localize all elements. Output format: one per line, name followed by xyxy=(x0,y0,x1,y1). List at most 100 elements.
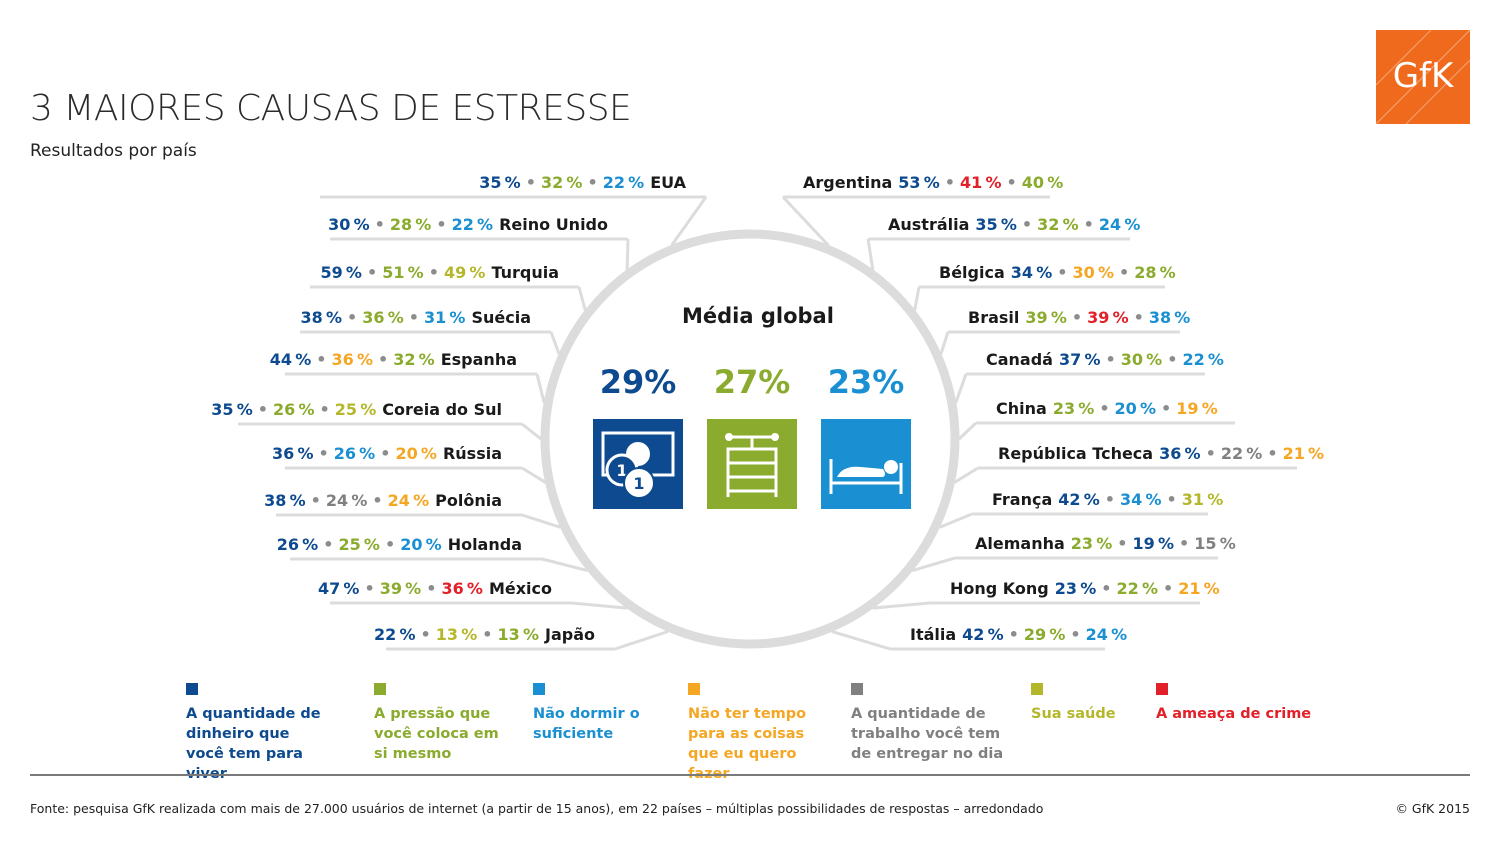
country-name: Austrália xyxy=(888,215,970,234)
country-name: Itália xyxy=(910,625,957,644)
value-pressure: 40 % xyxy=(1021,173,1064,192)
connector-spoke xyxy=(577,286,587,311)
legend-label: Sua saúde xyxy=(1031,706,1116,722)
value-pressure: 13 % xyxy=(497,625,540,644)
connector-spoke xyxy=(614,629,669,651)
separator-dot: • xyxy=(1070,625,1081,644)
legend-swatch xyxy=(851,683,863,695)
value-sleep: 20 % xyxy=(1114,399,1157,418)
separator-dot: • xyxy=(366,263,378,282)
legend-item-health: Sua saúde xyxy=(1031,683,1141,724)
source-note: Fonte: pesquisa GfK realizada com mais d… xyxy=(30,801,1044,816)
value-work: 15 % xyxy=(1194,534,1236,553)
value-pressure: 32 % xyxy=(540,173,583,192)
footer-divider xyxy=(30,774,1470,776)
separator-dot: • xyxy=(525,173,536,192)
value-health: 49 % xyxy=(443,263,486,282)
value-health: 13 % xyxy=(435,625,478,644)
country-name: China xyxy=(996,399,1047,418)
country-name: Rússia xyxy=(442,444,502,463)
value-sleep: 22 % xyxy=(451,215,494,234)
country-argentina: Argentina 53 % • 41 % • 40 % xyxy=(803,173,1063,192)
gfk-logo: GfK xyxy=(1376,30,1470,124)
country-china: China 23 % • 20 % • 19 % xyxy=(996,399,1218,418)
value-money: 44 % xyxy=(269,350,312,369)
separator-dot: • xyxy=(1057,263,1068,282)
separator-dot: • xyxy=(420,625,431,644)
separator-dot: • xyxy=(1117,534,1128,553)
value-work: 24 % xyxy=(325,491,368,510)
separator-dot: • xyxy=(944,173,956,192)
connector-spoke xyxy=(781,195,830,247)
country-japão: 22 % • 13 % • 13 % Japão xyxy=(374,625,595,644)
legend-swatch xyxy=(186,683,198,695)
country-brasil: Brasil 39 % • 39 % • 38 % xyxy=(968,308,1190,327)
country-eua: 35 % • 32 % • 22 % EUA xyxy=(479,173,686,192)
country-austrália: Austrália 35 % • 32 % • 24 % xyxy=(888,215,1140,234)
separator-dot: • xyxy=(1006,173,1017,192)
value-money: 42 % xyxy=(1058,490,1100,509)
legend-swatch xyxy=(1156,683,1168,695)
value-money: 23 % xyxy=(1054,579,1097,598)
value-money: 35 % xyxy=(975,215,1017,234)
country-espanha: 44 % • 36 % • 32 % Espanha xyxy=(270,350,517,369)
value-crime: 39 % xyxy=(1087,308,1129,327)
legend-item-work: A quantidade de trabalho você tem de ent… xyxy=(851,683,1021,764)
country-name: Canadá xyxy=(986,350,1053,369)
connector-spoke xyxy=(541,557,588,572)
value-money: 38 % xyxy=(264,491,306,510)
value-pressure: 26 % xyxy=(273,400,315,419)
page-title: 3 MAIORES CAUSAS DE ESTRESSE xyxy=(30,88,632,129)
separator-dot: • xyxy=(257,400,269,419)
country-coreia-do-sul: 35 % • 26 % • 25 % Coreia do Sul xyxy=(211,400,502,419)
legend-swatch xyxy=(688,683,700,695)
separator-dot: • xyxy=(1008,625,1019,644)
country-alemanha: Alemanha 23 % • 19 % • 15 % xyxy=(975,534,1236,553)
separator-dot: • xyxy=(1071,308,1083,327)
value-time: 20 % xyxy=(395,444,437,463)
value-money: 30 % xyxy=(328,215,370,234)
separator-dot: • xyxy=(323,535,334,554)
country-turquia: 59 % • 51 % • 49 % Turquia xyxy=(320,263,559,282)
separator-dot: • xyxy=(1162,579,1174,598)
value-crime: 41 % xyxy=(960,173,1002,192)
country-name: Coreia do Sul xyxy=(382,400,502,419)
global-average-pressure-value: 27% xyxy=(713,363,791,401)
value-money: 59 % xyxy=(320,263,362,282)
separator-dot: • xyxy=(428,263,439,282)
connector-spoke xyxy=(866,238,875,271)
separator-dot: • xyxy=(1083,215,1094,234)
value-time: 19 % xyxy=(1176,399,1218,418)
connector-spoke xyxy=(872,601,931,610)
country-name: Japão xyxy=(545,625,595,644)
value-pressure: 23 % xyxy=(1052,399,1095,418)
legend-item-sleep: Não dormir o suficiente xyxy=(533,683,643,744)
country-name: Argentina xyxy=(803,173,893,192)
value-health: 25 % xyxy=(334,400,377,419)
value-pressure: 30 % xyxy=(1120,350,1163,369)
value-money: 53 % xyxy=(898,173,940,192)
value-money: 37 % xyxy=(1058,350,1101,369)
svg-text:1: 1 xyxy=(633,474,644,493)
value-sleep: 38 % xyxy=(1148,308,1191,327)
value-pressure: 39 % xyxy=(379,579,422,598)
legend-item-crime: A ameaça de crime xyxy=(1156,683,1316,724)
connector-spoke xyxy=(625,238,630,270)
value-work: 22 % xyxy=(1220,444,1263,463)
legend-label: A quantidade de trabalho você tem de ent… xyxy=(851,706,1004,762)
legend-label: Não dormir o suficiente xyxy=(533,706,640,742)
country-name: Bélgica xyxy=(939,263,1005,282)
country-frança: França 42 % • 34 % • 31 % xyxy=(992,490,1223,509)
separator-dot: • xyxy=(1179,534,1190,553)
separator-dot: • xyxy=(436,215,447,234)
value-crime: 36 % xyxy=(441,579,483,598)
separator-dot: • xyxy=(1099,399,1110,418)
connector-spoke xyxy=(913,286,921,311)
value-time: 24 % xyxy=(387,491,430,510)
separator-dot: • xyxy=(347,308,358,327)
value-sleep: 24 % xyxy=(1098,215,1141,234)
country-name: Holanda xyxy=(447,535,522,554)
connector-spoke xyxy=(535,373,546,404)
value-health: 31 % xyxy=(1181,490,1224,509)
country-bélgica: Bélgica 34 % • 30 % • 28 % xyxy=(939,263,1176,282)
